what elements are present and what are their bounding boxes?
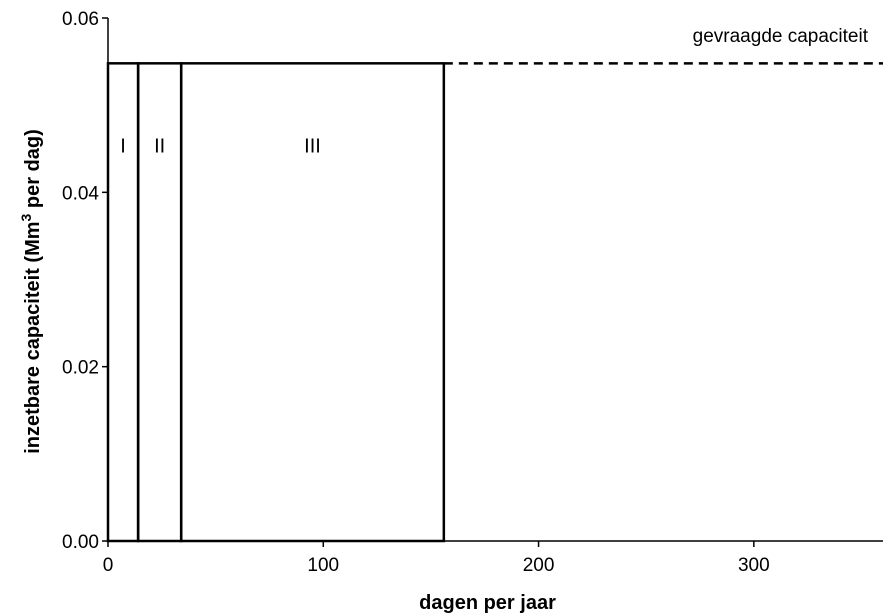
y-axis-title-superscript: 3 xyxy=(18,213,34,221)
y-tick-label: 0.06 xyxy=(62,9,99,30)
y-axis-title: inzetbare capaciteit (Mm3 per dag) xyxy=(18,129,44,454)
x-tick-label: 0 xyxy=(103,555,114,576)
x-tick-label: 300 xyxy=(738,555,770,576)
y-axis-title-main: inzetbare capaciteit (Mm xyxy=(22,221,44,453)
x-tick-label: 200 xyxy=(523,555,555,576)
reference-line-label: gevraagde capaciteit xyxy=(693,26,869,47)
region-label-i: I xyxy=(120,135,126,157)
y-tick-label: 0.00 xyxy=(62,532,99,553)
x-axis-title: dagen per jaar xyxy=(419,592,556,614)
y-tick-label: 0.04 xyxy=(62,183,99,204)
region-label-ii: II xyxy=(154,135,165,157)
region-label-iii: III xyxy=(304,135,321,157)
y-tick-label: 0.02 xyxy=(62,358,99,379)
y-axis-title-suffix: per dag) xyxy=(22,129,44,213)
axes-layer xyxy=(102,17,883,547)
x-tick-label: 100 xyxy=(307,555,339,576)
